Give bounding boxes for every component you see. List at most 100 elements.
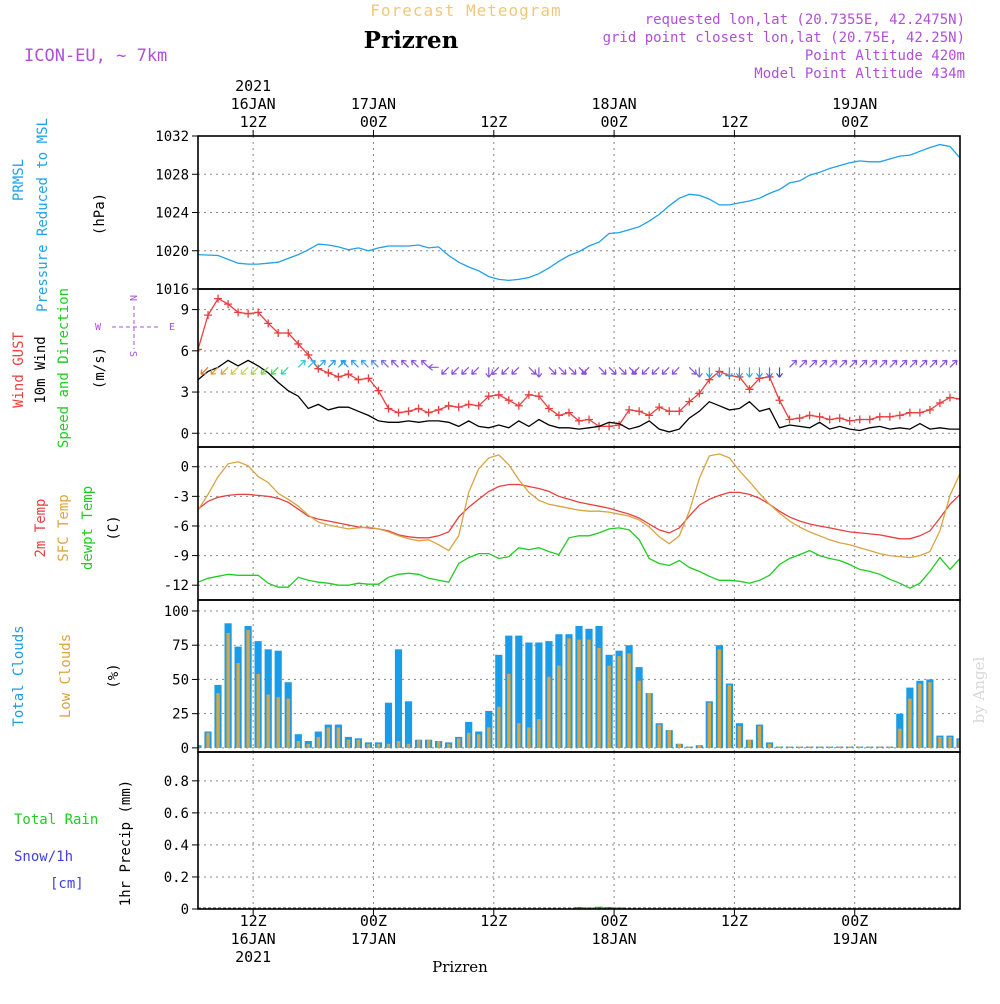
temperature-ytick-label-2: -6: [172, 519, 189, 535]
wind-barb-2: [210, 366, 219, 375]
clouds-bar-1-74: [938, 736, 942, 748]
bottom-label-1-0: 00Z: [360, 912, 387, 930]
wind-ytick-label-1: 3: [181, 385, 189, 401]
clouds-bar-1-50: [697, 745, 701, 748]
wind-barb-69: [889, 359, 898, 368]
wind-gust-marker-9: [284, 328, 293, 337]
wind-gust-marker-69: [885, 412, 894, 421]
bottom-label-3-1: 18JAN: [592, 930, 637, 948]
wind-barb-28: [471, 366, 480, 375]
precip-ytick-label-2: 0.4: [164, 838, 189, 854]
clouds-bar-0-32: [515, 635, 523, 748]
pressure-ytick-label-1: 1020: [155, 244, 189, 260]
wind-barb-13: [327, 359, 336, 368]
clouds-bar-1-16: [356, 739, 361, 748]
wind-barb-67: [869, 359, 878, 368]
clouds-bar-1-15: [346, 739, 351, 748]
clouds-bar-1-61: [807, 746, 812, 748]
clouds-bar-1-3: [226, 632, 230, 748]
wind-gust-marker-36: [554, 411, 563, 420]
clouds-bar-1-18: [376, 743, 381, 748]
bottom-label-4-0: 12Z: [721, 912, 748, 930]
clouds-bar-1-9: [286, 698, 290, 748]
wind-gust-marker-14: [334, 372, 343, 381]
clouds-bar-1-19: [386, 743, 391, 748]
clouds-ytick-label-3: 75: [172, 638, 189, 654]
wind-barb-31: [501, 366, 510, 375]
temperature-plot: [198, 453, 960, 589]
top-label-5-1: 19JAN: [832, 95, 877, 113]
bottom-label-0-2: 2021: [235, 948, 271, 966]
clouds-bar-1-62: [817, 746, 822, 748]
clouds-panel: 0 25 50 75 100: [164, 599, 973, 757]
bottom-label-2-0: 12Z: [480, 912, 507, 930]
wind-barb-68: [879, 359, 888, 368]
clouds-bar-0-77: [966, 740, 973, 748]
wind-barb-33: [528, 366, 537, 375]
top-label-0-1: 16JAN: [231, 95, 276, 113]
clouds-bar-1-22: [416, 739, 421, 748]
top-label-2-2: 12Z: [480, 113, 507, 131]
location-title: Prizren: [364, 27, 459, 54]
precip-ytick-label-1: 0.2: [164, 870, 189, 886]
wind-gust-marker-5: [244, 309, 253, 318]
temperature-ytick-label-0: 0: [181, 460, 189, 476]
wind-gust-marker-20: [394, 408, 403, 417]
wind-gust-marker-68: [875, 412, 884, 421]
wind-gust-marker-27: [464, 400, 473, 409]
clouds-bar-1-28: [477, 734, 481, 748]
wind-barb-7: [260, 366, 269, 375]
wind-barb-1: [200, 366, 209, 375]
wind-barb-39: [581, 366, 590, 375]
label-pressure-msl: Pressure Reduced to MSL: [35, 118, 51, 312]
wind-barb-50: [695, 367, 703, 378]
clouds-bar-1-23: [426, 739, 431, 748]
wind-barb-47: [661, 366, 670, 375]
grid-point-coords: grid point closest lon,lat (20.75E, 42.2…: [603, 30, 965, 46]
temperature-series-0-line: [198, 483, 960, 540]
clouds-bar-0-30: [495, 654, 503, 748]
wind-barb-9: [280, 366, 289, 375]
clouds-bar-1-55: [747, 739, 752, 748]
temperature-ytick-label-3: -9: [172, 549, 189, 565]
wind-gust-marker-44: [635, 407, 644, 416]
clouds-bar-1-51: [707, 702, 711, 748]
panels-layer: 1016 1020 1024 1028 1032 0 3 6 9 0 -3 -6 -9 -12 0 25 50 7…: [155, 129, 973, 918]
clouds-bar-1-60: [797, 746, 802, 748]
clouds-bar-1-31: [507, 673, 511, 748]
wind-barb-48: [671, 366, 680, 375]
pressure-ytick-label-3: 1028: [155, 167, 189, 183]
wind-barb-25: [441, 366, 450, 375]
wind-barb-12: [317, 359, 326, 368]
wind-barb-11: [307, 359, 316, 368]
wind-gust-marker-30: [494, 390, 503, 399]
wind-gust-marker-62: [815, 412, 824, 421]
clouds-bar-1-13: [326, 727, 330, 748]
clouds-ytick-label-1: 25: [172, 707, 189, 723]
wind-gust-marker-35: [544, 404, 553, 413]
wind-barb-4: [230, 366, 239, 375]
wind-ytick-label-2: 6: [181, 344, 189, 360]
clouds-bar-1-57: [767, 743, 772, 748]
wind-gust-marker-32: [514, 401, 523, 410]
clouds-bar-1-44: [637, 680, 641, 748]
wind-barb-32: [511, 366, 520, 375]
wind-barb-58: [776, 367, 784, 378]
wind-barb-60: [799, 359, 808, 368]
clouds-bar-1-17: [366, 743, 371, 748]
clouds-ytick-label-4: 100: [164, 604, 189, 620]
wind-gust-marker-46: [655, 403, 664, 412]
wind-barb-22: [410, 359, 420, 368]
clouds-bar-1-65: [848, 746, 852, 748]
label-hpa: (hPa): [92, 193, 108, 235]
clouds-bar-0-34: [535, 642, 543, 748]
clouds-bar-1-29: [487, 727, 491, 748]
chart-title: Forecast Meteogram: [370, 1, 561, 20]
clouds-bar-0-19: [384, 702, 393, 748]
compass-west: W: [95, 322, 102, 333]
label-percent: (%): [106, 663, 122, 688]
clouds-bar-1-32: [517, 723, 521, 748]
wind-gust-marker-2: [214, 294, 223, 303]
clouds-bar-1-40: [597, 647, 601, 748]
wind-gust-marker-33: [524, 390, 533, 399]
